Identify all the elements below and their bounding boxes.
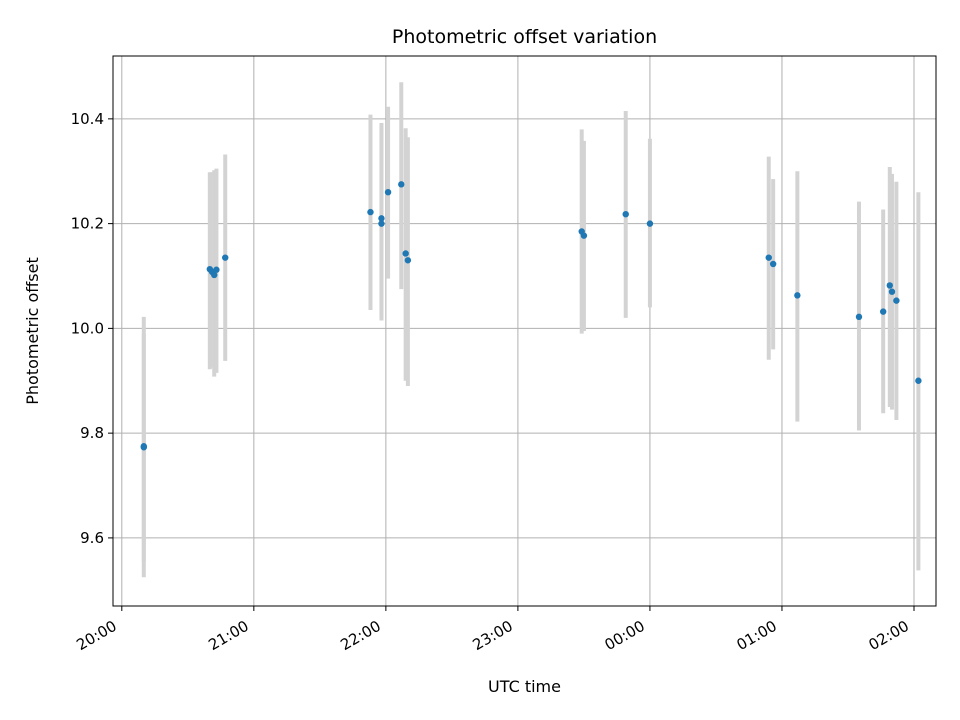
- data-point: [213, 266, 220, 273]
- data-point: [915, 377, 922, 384]
- data-point: [384, 188, 392, 196]
- data-points: [140, 181, 922, 451]
- data-point: [404, 257, 412, 264]
- y-axis: 9.6 9.8 10.0 10.2 10.4: [71, 110, 113, 547]
- data-point: [879, 308, 887, 315]
- data-point: [367, 208, 374, 216]
- data-point: [893, 297, 900, 304]
- data-point: [769, 260, 777, 268]
- data-point: [378, 215, 385, 222]
- y-tick-label: 10.2: [71, 215, 104, 233]
- data-point: [888, 288, 896, 295]
- data-point: [222, 254, 229, 261]
- data-point: [765, 254, 772, 261]
- y-axis-label: Photometric offset: [23, 257, 42, 405]
- y-tick-label: 9.6: [80, 529, 104, 547]
- data-point: [886, 282, 893, 289]
- data-point: [855, 313, 863, 321]
- y-tick-label: 10.4: [71, 110, 104, 128]
- y-tick-label: 9.8: [80, 424, 104, 442]
- data-point: [378, 220, 385, 227]
- data-point: [622, 210, 629, 218]
- plot-frame: [112, 55, 937, 607]
- data-point: [211, 271, 218, 279]
- data-point: [794, 292, 801, 299]
- data-point: [646, 220, 654, 227]
- data-point: [402, 250, 409, 257]
- data-point: [580, 232, 588, 239]
- data-point: [398, 181, 405, 188]
- chart-title: Photometric offset variation: [392, 26, 657, 48]
- x-axis-label: UTC time: [488, 677, 561, 696]
- y-tick-label: 10.0: [71, 319, 104, 337]
- data-point: [140, 443, 148, 450]
